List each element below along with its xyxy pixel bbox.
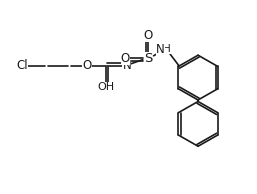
Text: N: N [123, 59, 131, 72]
Text: O: O [143, 29, 153, 42]
Text: Cl: Cl [16, 59, 27, 72]
Text: O: O [82, 59, 92, 72]
Text: O: O [121, 52, 130, 65]
Text: H: H [163, 44, 170, 54]
Text: N: N [156, 43, 165, 56]
Text: OH: OH [97, 82, 114, 92]
Text: S: S [144, 52, 152, 65]
